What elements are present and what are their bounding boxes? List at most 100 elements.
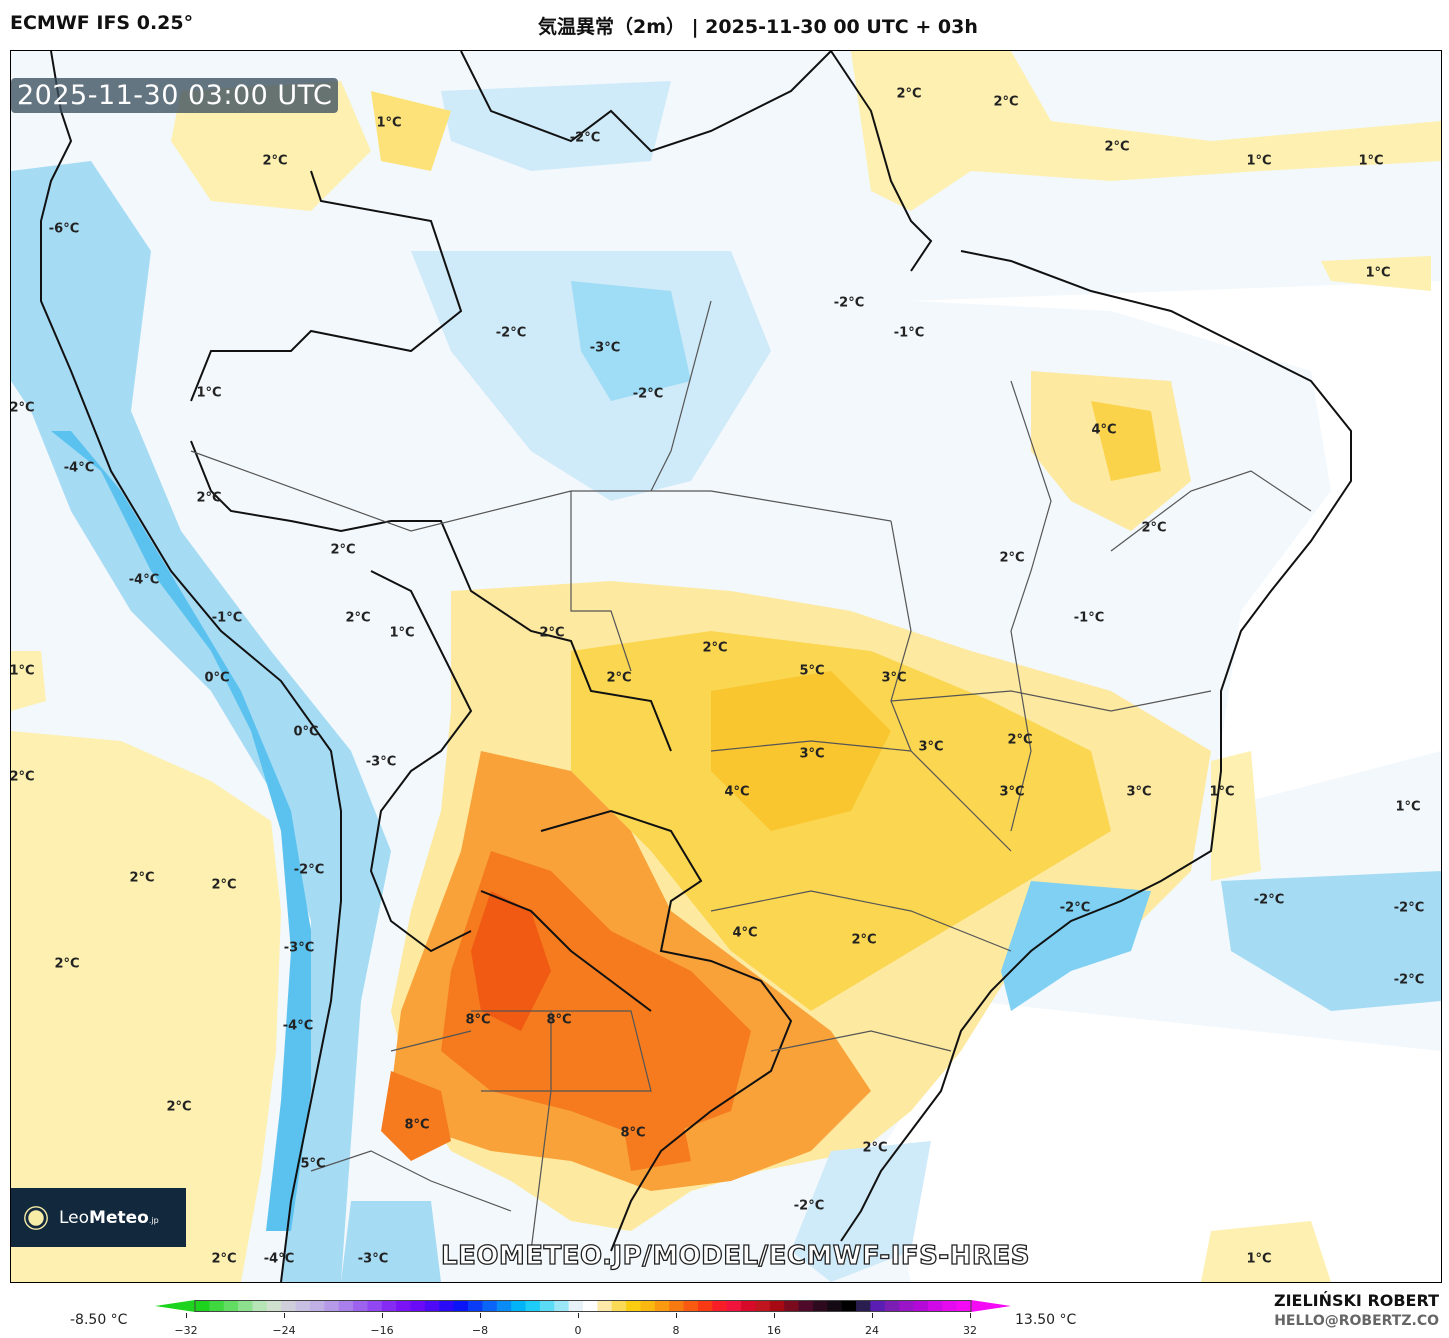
colorbar bbox=[155, 1300, 1011, 1312]
colorbar-tick-label: 8 bbox=[672, 1324, 680, 1337]
contour-label: 2°C bbox=[1104, 139, 1130, 155]
contour-label: 2°C bbox=[262, 153, 288, 169]
colorbar-max-label: 13.50 °C bbox=[1015, 1312, 1077, 1328]
contour-label: 1°C bbox=[1246, 1251, 1272, 1267]
contour-label: -1°C bbox=[1073, 610, 1105, 626]
contour-label: -2°C bbox=[1393, 972, 1425, 988]
colorbar-tick-label: −8 bbox=[471, 1324, 489, 1337]
contour-label: 2°C bbox=[211, 1251, 237, 1267]
contour-label: 8°C bbox=[620, 1125, 646, 1141]
map-canvas bbox=[11, 51, 1441, 1282]
contour-label: 0°C bbox=[293, 724, 319, 740]
contour-label: 8°C bbox=[404, 1117, 430, 1133]
contour-label: -3°C bbox=[365, 754, 397, 770]
contour-label: 3°C bbox=[1126, 784, 1152, 800]
contour-label: 1°C bbox=[1395, 799, 1421, 815]
contour-label: 8°C bbox=[465, 1012, 491, 1028]
leometeo-logo[interactable]: LeoMeteo.jp bbox=[11, 1188, 186, 1247]
author-email[interactable]: HELLO@ROBERTZ.CO bbox=[1274, 1313, 1439, 1329]
contour-label: 2°C bbox=[330, 542, 356, 558]
contour-label: 8°C bbox=[546, 1012, 572, 1028]
colorbar-tick-label: 16 bbox=[767, 1324, 781, 1337]
contour-label: 2°C bbox=[999, 550, 1025, 566]
contour-label: 2°C bbox=[129, 870, 155, 886]
author-name: ZIELIŃSKI ROBERT bbox=[1273, 1291, 1439, 1310]
colorbar-tick-mark bbox=[970, 1313, 971, 1318]
contour-label: 2°C bbox=[539, 625, 565, 641]
contour-label: 5°C bbox=[799, 663, 825, 679]
contour-label: -6°C bbox=[48, 221, 80, 237]
contour-label: 2°C bbox=[211, 877, 237, 893]
contour-label: 4°C bbox=[1091, 422, 1117, 438]
contour-label: -4°C bbox=[282, 1018, 314, 1034]
colorbar-min-label: -8.50 °C bbox=[70, 1312, 128, 1328]
colorbar-tick-mark bbox=[578, 1313, 579, 1318]
chart-title: 気温異常（2m） | 2025-11-30 00 UTC + 03h bbox=[538, 16, 978, 38]
contour-label: -2°C bbox=[293, 862, 325, 878]
contour-label: 0°C bbox=[204, 670, 230, 686]
contour-label: 3°C bbox=[799, 746, 825, 762]
contour-label: -1°C bbox=[893, 325, 925, 341]
contour-label: -3°C bbox=[283, 940, 315, 956]
contour-label: 4°C bbox=[732, 925, 758, 941]
contour-label: 5°C bbox=[300, 1156, 326, 1172]
contour-label: 3°C bbox=[999, 784, 1025, 800]
source-watermark: LEOMETEO.JP/MODEL/ECMWF-IFS-HRES bbox=[440, 1240, 1030, 1271]
colorbar-tick-mark bbox=[774, 1313, 775, 1318]
contour-label: 3°C bbox=[881, 670, 907, 686]
model-title: ECMWF IFS 0.25° bbox=[10, 12, 194, 34]
colorbar-tick-label: −24 bbox=[272, 1324, 296, 1337]
contour-label: 2°C bbox=[345, 610, 371, 626]
colorbar-tick-label: 0 bbox=[574, 1324, 582, 1337]
colorbar-tick-mark bbox=[480, 1313, 481, 1318]
contour-label: -2°C bbox=[793, 1198, 825, 1214]
contour-label: -2°C bbox=[569, 130, 601, 146]
contour-label: -2°C bbox=[632, 386, 664, 402]
contour-label: 1°C bbox=[1246, 153, 1272, 169]
contour-label: 2°C bbox=[1007, 732, 1033, 748]
contour-label: 1°C bbox=[1209, 784, 1235, 800]
colorbar-tick-mark bbox=[186, 1313, 187, 1318]
contour-label: 1°C bbox=[1365, 265, 1391, 281]
contour-label: 2°C bbox=[702, 640, 728, 656]
contour-label: 2°C bbox=[851, 932, 877, 948]
contour-label: 1°C bbox=[1358, 153, 1384, 169]
contour-label: -2°C bbox=[833, 295, 865, 311]
contour-label: 2°C bbox=[196, 490, 222, 506]
contour-label: 2°C bbox=[862, 1140, 888, 1156]
contour-label: 1°C bbox=[196, 385, 222, 401]
contour-label: -2°C bbox=[1059, 900, 1091, 916]
colorbar-tick-mark bbox=[382, 1313, 383, 1318]
contour-label: 2°C bbox=[606, 670, 632, 686]
valid-time-badge: 2025-11-30 03:00 UTC bbox=[11, 78, 339, 113]
contour-label: 1°C bbox=[376, 115, 402, 131]
contour-label: 2°C bbox=[10, 769, 35, 785]
contour-label: -4°C bbox=[63, 460, 95, 476]
contour-label: 2°C bbox=[166, 1099, 192, 1115]
colorbar-tick-mark bbox=[872, 1313, 873, 1318]
contour-label: 2°C bbox=[993, 94, 1019, 110]
contour-label: -2°C bbox=[495, 325, 527, 341]
colorbar-tick-mark bbox=[284, 1313, 285, 1318]
contour-label: 1°C bbox=[389, 625, 415, 641]
contour-label: -4°C bbox=[263, 1251, 295, 1267]
colorbar-tick-mark bbox=[676, 1313, 677, 1318]
contour-label: -2°C bbox=[1393, 900, 1425, 916]
contour-label: 2°C bbox=[10, 400, 35, 416]
contour-label: 2°C bbox=[1141, 520, 1167, 536]
contour-label: 2°C bbox=[54, 956, 80, 972]
contour-label: -1°C bbox=[211, 610, 243, 626]
contour-label: 1°C bbox=[10, 663, 35, 679]
contour-label: -2°C bbox=[1253, 892, 1285, 908]
contour-label: -3°C bbox=[357, 1251, 389, 1267]
colorbar-tick-label: 32 bbox=[963, 1324, 977, 1337]
logo-text: LeoMeteo.jp bbox=[59, 1207, 159, 1228]
colorbar-tick-label: −16 bbox=[370, 1324, 394, 1337]
anomaly-map: 2025-11-30 03:00 UTC 1°C 2°C -2°C 2°C 2°C 2°C… bbox=[10, 50, 1442, 1283]
colorbar-tick-label: 24 bbox=[865, 1324, 879, 1337]
contour-label: -3°C bbox=[589, 340, 621, 356]
contour-label: 4°C bbox=[724, 784, 750, 800]
sun-icon bbox=[28, 1209, 44, 1226]
contour-label: -4°C bbox=[128, 572, 160, 588]
contour-label: 2°C bbox=[896, 86, 922, 102]
